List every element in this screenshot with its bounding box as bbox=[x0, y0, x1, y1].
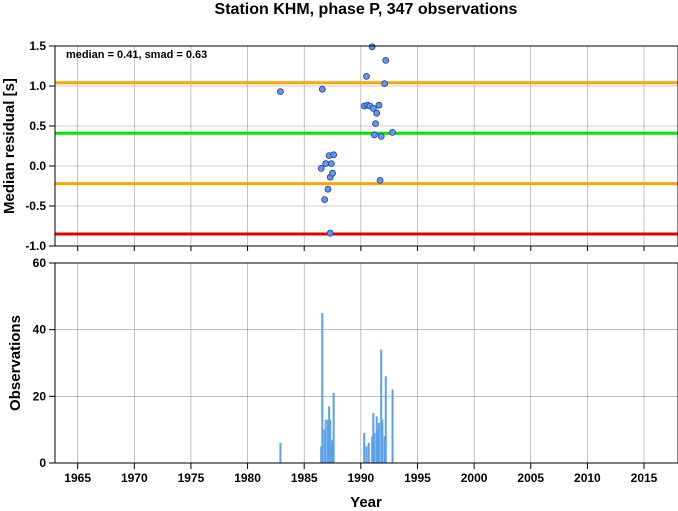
observation-bar bbox=[365, 446, 368, 463]
residual-point bbox=[317, 164, 325, 172]
x-tick-label: 1980 bbox=[234, 471, 261, 485]
observation-bar bbox=[375, 416, 378, 463]
observation-bar bbox=[330, 443, 333, 463]
observation-bar bbox=[321, 313, 324, 463]
observations-panel: 0 20 40 60 1965 1970 1975 1980 1985 1990 1995 2000 2… bbox=[7, 256, 678, 511]
residual-point bbox=[381, 80, 389, 87]
observation-bar bbox=[329, 419, 332, 463]
observation-bar bbox=[373, 433, 376, 463]
observation-bar bbox=[380, 349, 383, 463]
residual-y-tick-label: -0.5 bbox=[25, 199, 46, 213]
residual-point bbox=[322, 160, 330, 168]
observation-bar bbox=[371, 436, 374, 463]
observation-bar bbox=[383, 436, 386, 463]
residual-point bbox=[376, 176, 384, 184]
residual-point bbox=[373, 109, 381, 117]
residual-point bbox=[326, 229, 334, 237]
residual-y-tick-label: 1.5 bbox=[29, 39, 46, 53]
observation-bar bbox=[320, 446, 323, 463]
observations-axis-ticks: 0 20 40 60 1965 1970 1975 1980 1985 1990 1995 2000 2… bbox=[33, 256, 658, 485]
observations-plot-frame bbox=[54, 262, 678, 464]
residual-point bbox=[277, 88, 284, 95]
x-tick-label: 1965 bbox=[64, 471, 91, 485]
x-tick-label: 2015 bbox=[631, 471, 658, 485]
observation-bar bbox=[324, 419, 327, 463]
residual-point bbox=[329, 169, 336, 177]
residual-y-ticks: -1.0 -0.5 0.0 0.5 1.0 1.5 bbox=[25, 39, 645, 253]
observations-y-axis-label: Observations bbox=[7, 315, 24, 411]
residual-point bbox=[368, 43, 376, 51]
residual-y-tick-label: 0.5 bbox=[29, 119, 46, 133]
reference-lines bbox=[55, 81, 678, 236]
residual-point bbox=[321, 196, 328, 204]
observation-bar bbox=[332, 393, 335, 463]
observation-bar bbox=[331, 439, 334, 463]
observations-y-tick-label: 0 bbox=[39, 456, 46, 470]
observation-bar bbox=[328, 406, 331, 463]
observations-gridlines bbox=[55, 262, 678, 464]
observation-bar bbox=[363, 433, 366, 463]
observations-y-tick-label: 20 bbox=[33, 389, 47, 403]
residual-point bbox=[371, 131, 378, 139]
residual-points bbox=[277, 43, 396, 237]
residual-point bbox=[324, 185, 332, 193]
observation-bar bbox=[279, 443, 282, 463]
residual-point bbox=[318, 85, 326, 93]
residual-point bbox=[375, 101, 383, 109]
residual-point bbox=[377, 132, 385, 140]
observation-bar bbox=[384, 376, 387, 463]
x-tick-label: 1970 bbox=[121, 471, 148, 485]
x-tick-label: 2000 bbox=[461, 471, 488, 485]
observation-bars bbox=[279, 313, 394, 463]
x-tick-label: 1990 bbox=[347, 471, 374, 485]
observations-y-tick-label: 40 bbox=[33, 323, 47, 337]
residual-y-axis-label: Median residual [s] bbox=[1, 78, 18, 214]
x-axis-label: Year bbox=[350, 494, 382, 511]
residual-point bbox=[389, 128, 396, 136]
residual-point bbox=[369, 105, 377, 112]
residual-point bbox=[363, 73, 370, 80]
observation-bar bbox=[377, 423, 380, 463]
observation-bar bbox=[381, 419, 384, 463]
observation-bar bbox=[323, 429, 326, 463]
observation-bar bbox=[391, 389, 394, 463]
residual-y-tick-label: -1.0 bbox=[25, 239, 46, 253]
observations-y-tick-label: 60 bbox=[33, 256, 47, 270]
residual-y-tick-label: 0.0 bbox=[29, 159, 46, 173]
x-tick-label: 1985 bbox=[291, 471, 318, 485]
residual-panel: -1.0 -0.5 0.0 0.5 1.0 1.5 median = 0.41, smad… bbox=[1, 39, 678, 253]
x-tick-label: 1975 bbox=[178, 471, 205, 485]
observation-bar bbox=[372, 413, 375, 463]
residual-plot-frame bbox=[54, 45, 678, 247]
residual-point bbox=[330, 151, 338, 159]
residual-y-tick-label: 1.0 bbox=[29, 79, 46, 93]
observation-bar bbox=[367, 443, 370, 463]
observation-bar bbox=[326, 419, 329, 463]
chart-title: Station KHM, phase P, 347 observations bbox=[215, 1, 518, 18]
x-tick-label: 1995 bbox=[404, 471, 431, 485]
x-tick-label: 2005 bbox=[517, 471, 544, 485]
x-tick-label: 2010 bbox=[574, 471, 601, 485]
observation-bar bbox=[376, 429, 379, 463]
residual-point bbox=[372, 120, 379, 127]
median-smad-annotation: median = 0.41, smad = 0.63 bbox=[66, 49, 207, 61]
residual-point bbox=[327, 160, 335, 168]
residual-point bbox=[382, 57, 390, 64]
